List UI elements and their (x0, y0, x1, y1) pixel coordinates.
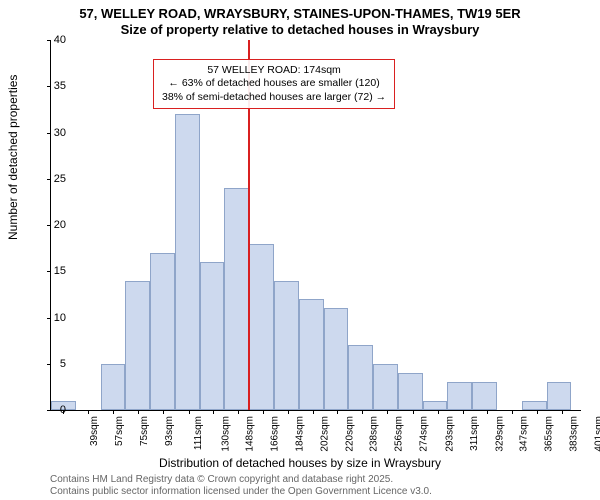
plot-area: 39sqm57sqm75sqm93sqm111sqm130sqm148sqm16… (50, 40, 581, 411)
histogram-bar (175, 114, 200, 410)
ytick-label: 30 (50, 127, 66, 139)
xtick-mark (537, 410, 538, 414)
xtick-label: 130sqm (220, 416, 231, 452)
histogram-bar (373, 364, 398, 410)
xtick-mark (387, 410, 388, 414)
xtick-label: 220sqm (344, 416, 355, 452)
xtick-label: 93sqm (164, 416, 175, 446)
histogram-bar (200, 262, 225, 410)
xtick-mark (138, 410, 139, 414)
xtick-label: 256sqm (394, 416, 405, 452)
ytick-label: 15 (50, 265, 66, 277)
footer-attribution: Contains HM Land Registry data © Crown c… (50, 474, 432, 498)
xtick-label: 274sqm (418, 416, 429, 452)
xtick-mark (362, 410, 363, 414)
footer-line2: Contains public sector information licen… (50, 486, 432, 498)
y-axis-label: Number of detached properties (6, 75, 20, 240)
xtick-mark (113, 410, 114, 414)
ytick-label: 0 (50, 404, 66, 416)
xtick-label: 365sqm (544, 416, 555, 452)
histogram-bar (348, 345, 373, 410)
xtick-mark (263, 410, 264, 414)
xtick-label: 111sqm (193, 416, 204, 450)
xtick-mark (238, 410, 239, 414)
xtick-label: 148sqm (245, 416, 256, 452)
xtick-mark (189, 410, 190, 414)
ytick-label: 20 (50, 219, 66, 231)
xtick-label: 184sqm (295, 416, 306, 452)
xtick-mark (88, 410, 89, 414)
xtick-mark (213, 410, 214, 414)
histogram-bar (224, 188, 249, 410)
xtick-mark (413, 410, 414, 414)
x-axis-label: Distribution of detached houses by size … (0, 456, 600, 470)
xtick-mark (438, 410, 439, 414)
ytick-label: 40 (50, 34, 66, 46)
histogram-bar (324, 308, 349, 410)
xtick-label: 39sqm (89, 416, 100, 446)
histogram-bar (125, 281, 150, 411)
chart-title-line2: Size of property relative to detached ho… (0, 22, 600, 37)
annotation-line: 57 WELLEY ROAD: 174sqm (162, 64, 386, 78)
histogram-bar (274, 281, 299, 411)
histogram-bar (299, 299, 324, 410)
histogram-bar (398, 373, 423, 410)
histogram-bar (522, 401, 547, 410)
xtick-mark (463, 410, 464, 414)
xtick-label: 347sqm (519, 416, 530, 452)
xtick-label: 166sqm (270, 416, 281, 452)
histogram-bar (547, 382, 572, 410)
xtick-mark (163, 410, 164, 414)
xtick-label: 401sqm (593, 416, 600, 452)
annotation-line: ← 63% of detached houses are smaller (12… (162, 77, 386, 91)
xtick-mark (562, 410, 563, 414)
xtick-label: 238sqm (369, 416, 380, 452)
xtick-mark (313, 410, 314, 414)
xtick-mark (337, 410, 338, 414)
xtick-mark (512, 410, 513, 414)
ytick-label: 5 (50, 358, 66, 370)
xtick-label: 383sqm (569, 416, 580, 452)
annotation-line: 38% of semi-detached houses are larger (… (162, 91, 386, 105)
chart-container: 57, WELLEY ROAD, WRAYSBURY, STAINES-UPON… (0, 0, 600, 500)
histogram-bar (249, 244, 274, 411)
ytick-label: 35 (50, 80, 66, 92)
xtick-label: 293sqm (445, 416, 456, 452)
xtick-mark (288, 410, 289, 414)
histogram-bar (150, 253, 175, 410)
histogram-bar (423, 401, 448, 410)
annotation-box: 57 WELLEY ROAD: 174sqm← 63% of detached … (153, 59, 395, 110)
xtick-label: 75sqm (139, 416, 150, 446)
ytick-label: 10 (50, 312, 66, 324)
xtick-mark (487, 410, 488, 414)
xtick-label: 202sqm (319, 416, 330, 452)
footer-line1: Contains HM Land Registry data © Crown c… (50, 474, 432, 486)
xtick-label: 311sqm (469, 416, 480, 451)
histogram-bar (472, 382, 497, 410)
xtick-label: 57sqm (114, 416, 125, 446)
histogram-bar (447, 382, 472, 410)
xtick-label: 329sqm (494, 416, 505, 452)
chart-title-line1: 57, WELLEY ROAD, WRAYSBURY, STAINES-UPON… (0, 6, 600, 21)
ytick-label: 25 (50, 173, 66, 185)
histogram-bar (101, 364, 126, 410)
